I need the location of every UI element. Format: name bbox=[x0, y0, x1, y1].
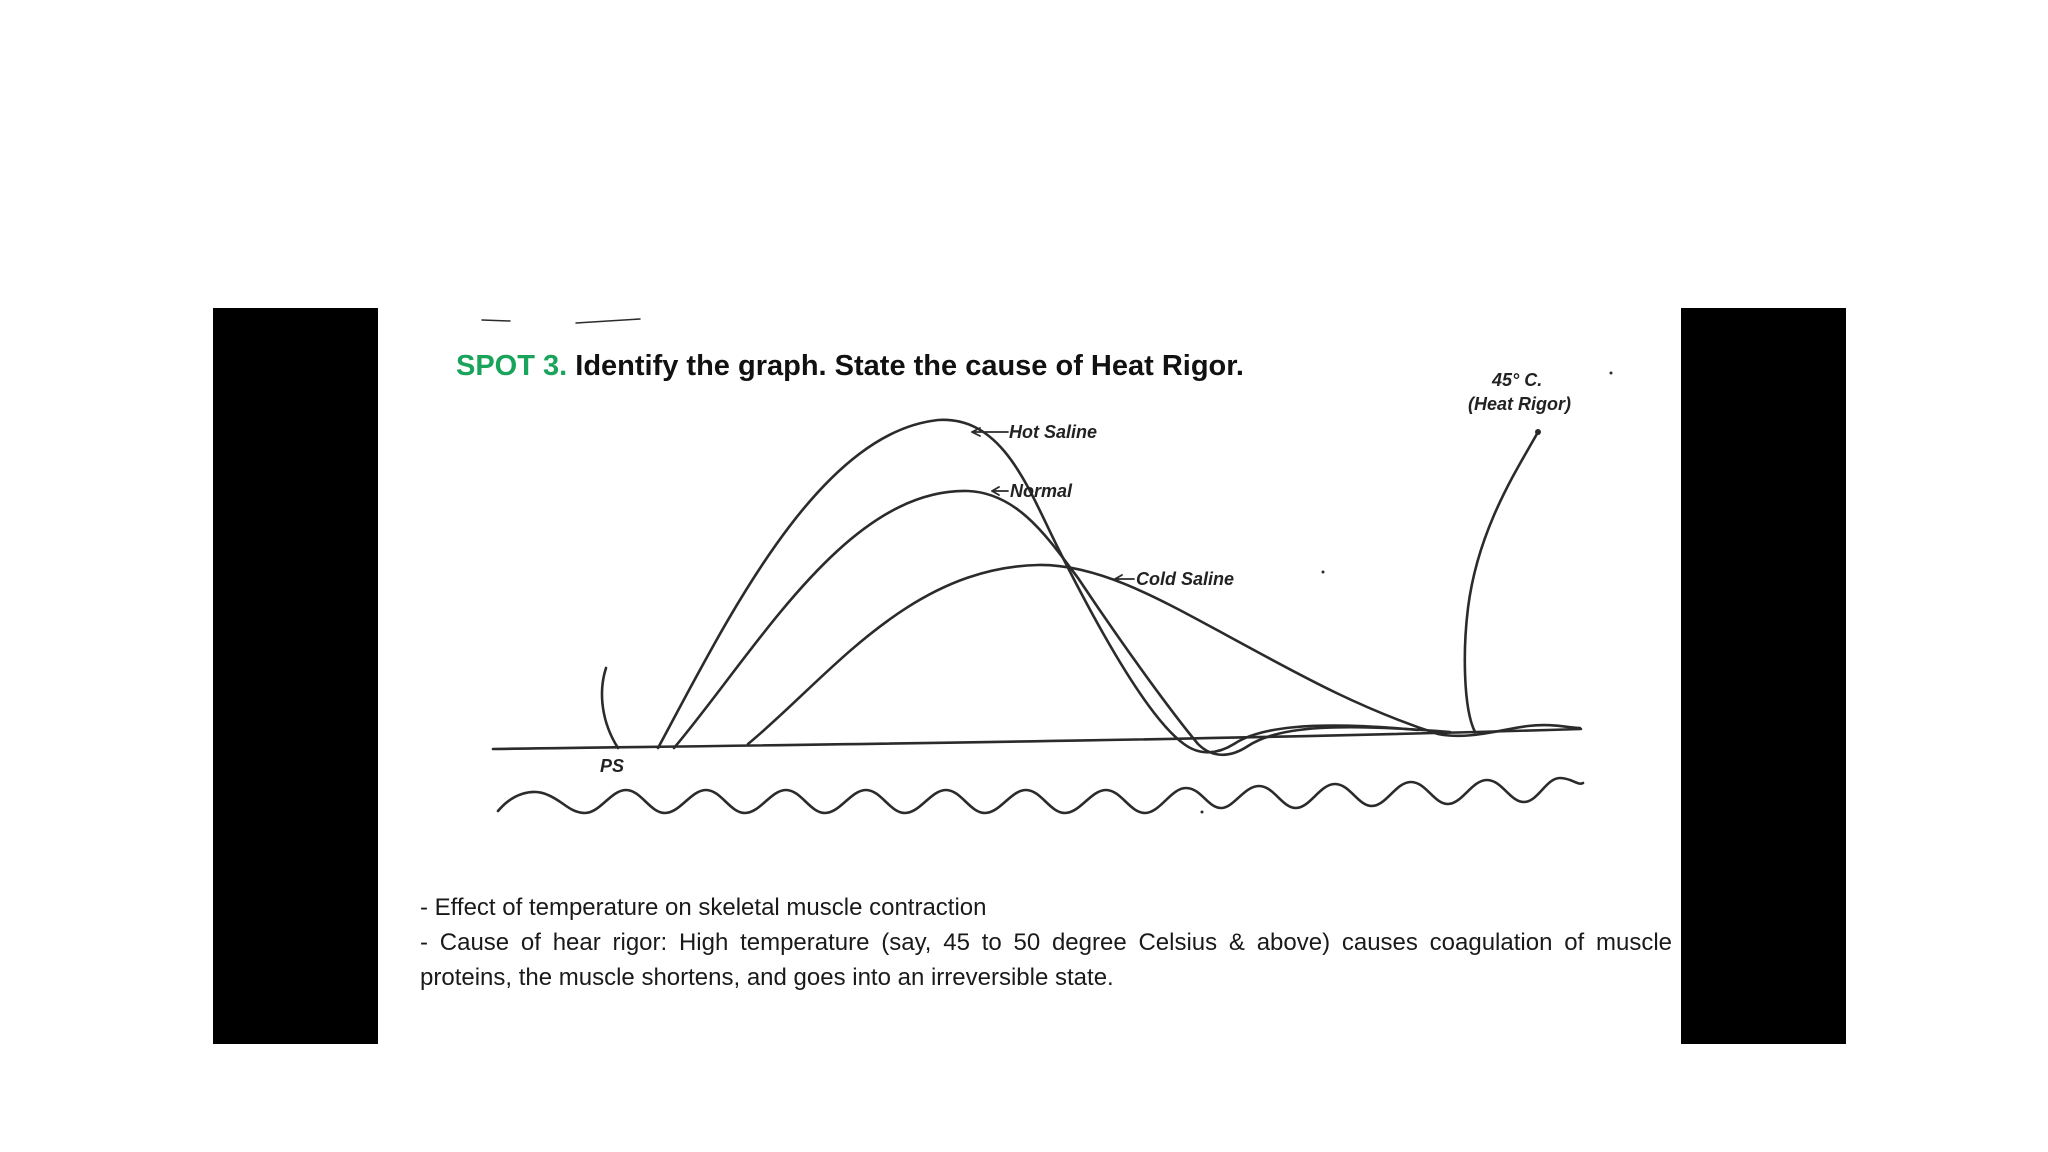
stimulus-mark bbox=[600, 666, 620, 750]
speck bbox=[1200, 810, 1204, 814]
answer-text: - Effect of temperature on skeletal musc… bbox=[420, 890, 1672, 995]
answer-line-1: - Effect of temperature on skeletal musc… bbox=[420, 894, 987, 921]
ps-label: PS bbox=[600, 756, 624, 776]
cold-saline-curve bbox=[746, 563, 1582, 746]
speck bbox=[1321, 570, 1325, 574]
heat-rigor-label: (Heat Rigor) bbox=[1468, 394, 1571, 414]
normal-label: Normal bbox=[1010, 481, 1073, 501]
normal-arrow bbox=[991, 486, 1009, 496]
normal-curve bbox=[672, 489, 1452, 757]
scratch-mark bbox=[481, 319, 511, 322]
answer-line-2: - Cause of hear rigor: High temperature … bbox=[420, 929, 1672, 991]
right-black-bar bbox=[1681, 308, 1846, 1044]
baseline bbox=[491, 727, 1583, 751]
left-black-bar bbox=[213, 308, 378, 1044]
question-text: Identify the graph. State the cause of H… bbox=[575, 350, 1244, 382]
cold-saline-arrow bbox=[1114, 574, 1135, 584]
scratch-mark bbox=[575, 318, 641, 324]
cold-saline-label: Cold Saline bbox=[1136, 569, 1234, 589]
hot-saline-curve bbox=[656, 418, 1420, 754]
speck bbox=[1609, 371, 1613, 375]
slide-title: SPOT 3. Identify the graph. State the ca… bbox=[456, 350, 1244, 383]
curve-end-dot bbox=[1535, 429, 1541, 435]
hot-saline-arrow bbox=[971, 427, 1009, 437]
heat-rigor-temp-label: 45° C. bbox=[1491, 370, 1542, 390]
spot-label: SPOT 3. bbox=[456, 350, 568, 382]
heat-rigor-curve bbox=[1463, 430, 1540, 734]
slide: SPOT 3. Identify the graph. State the ca… bbox=[378, 308, 1681, 1044]
stimulus-wave bbox=[496, 776, 1585, 815]
hot-saline-label: Hot Saline bbox=[1009, 422, 1097, 442]
muscle-contraction-diagram: Hot Saline Normal Cold Saline 45° C. (He… bbox=[481, 318, 1613, 815]
